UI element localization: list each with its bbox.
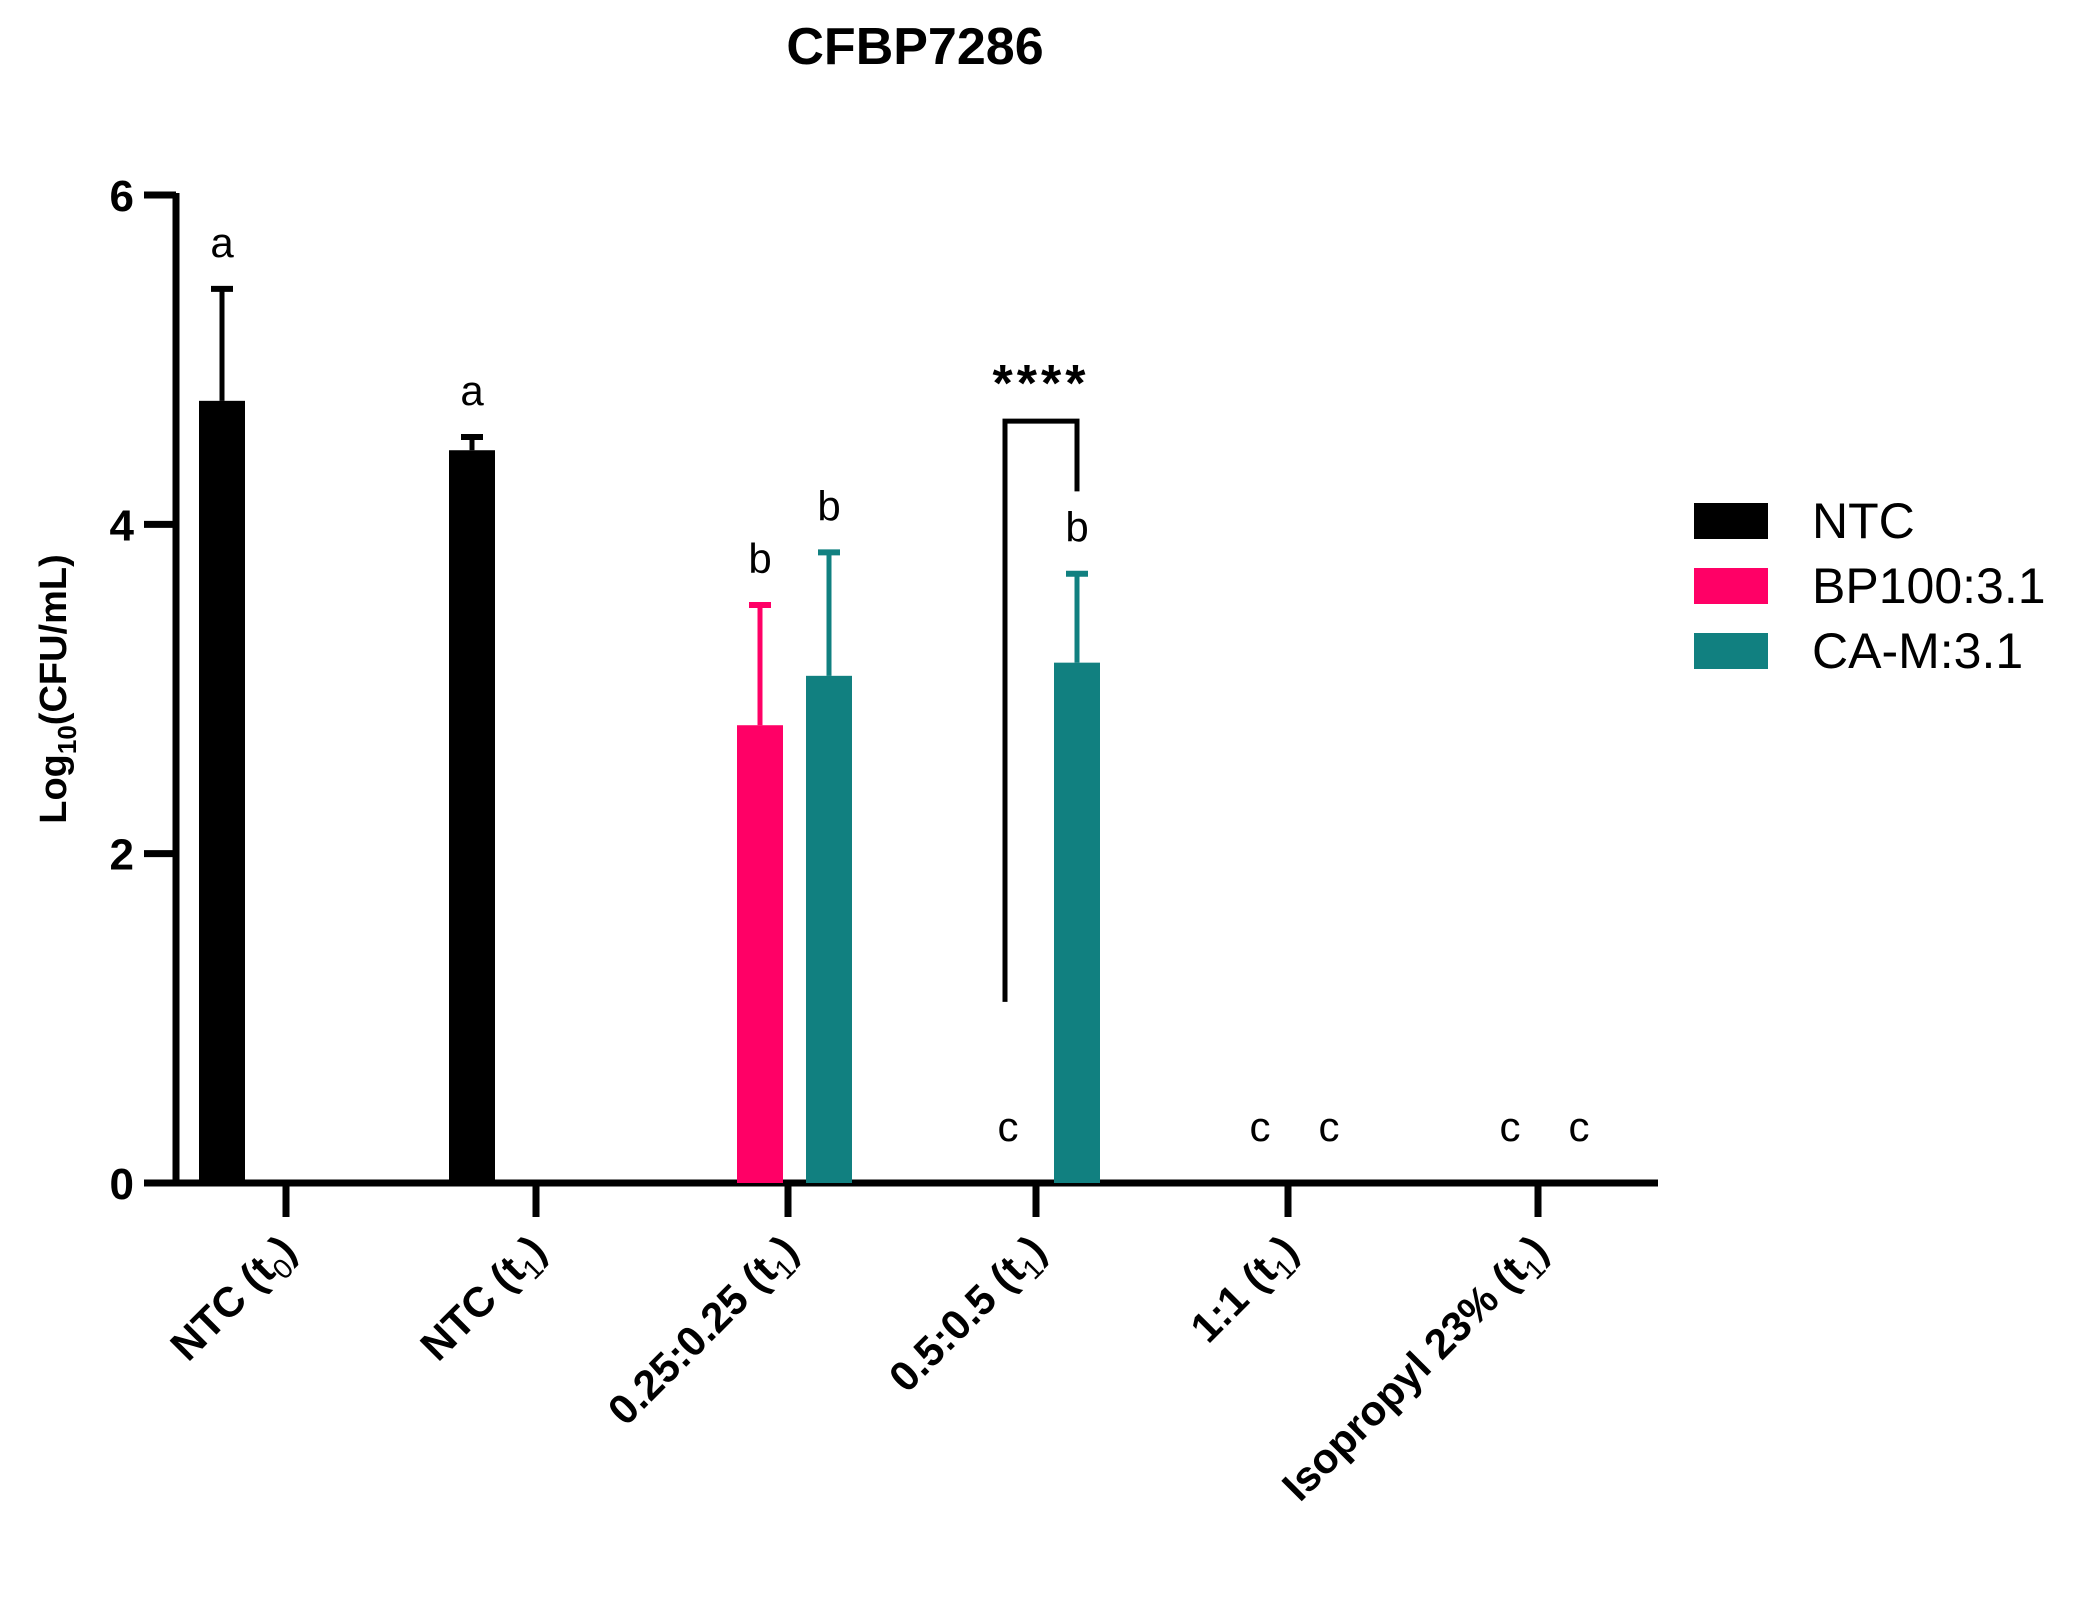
bar-ntc bbox=[449, 450, 495, 1183]
y-tick-label: 0 bbox=[110, 1160, 134, 1209]
legend-label: CA-M:3.1 bbox=[1812, 623, 2023, 679]
legend-swatch bbox=[1694, 503, 1768, 539]
significance-letter: a bbox=[210, 219, 234, 266]
x-tick-label: 0.5:0.5 (t1) bbox=[880, 1226, 1060, 1406]
significance-bracket bbox=[1002, 418, 1080, 1002]
legend-swatch bbox=[1694, 568, 1768, 604]
significance-letter: b bbox=[1065, 504, 1088, 551]
bar-ca-m-3-1 bbox=[806, 675, 852, 1183]
y-tick-label: 2 bbox=[110, 831, 134, 880]
x-tick-label: 0.25:0.25 (t1) bbox=[599, 1226, 812, 1439]
bar-bp100-3-1 bbox=[737, 725, 783, 1183]
y-tick-label: 6 bbox=[110, 172, 134, 221]
significance-letter: c bbox=[998, 1103, 1019, 1150]
significance-letter: c bbox=[1500, 1103, 1521, 1150]
x-tick-label: NTC (t0) bbox=[161, 1226, 309, 1374]
bar-ca-m-3-1 bbox=[1054, 662, 1100, 1183]
significance-letter: c bbox=[1250, 1103, 1271, 1150]
significance-letter: b bbox=[748, 535, 771, 582]
chart-title: CFBP7286 bbox=[786, 18, 1043, 76]
significance-letter: c bbox=[1319, 1103, 1340, 1150]
significance-letter: a bbox=[460, 367, 484, 414]
significance-stars: **** bbox=[993, 355, 1090, 413]
x-tick-label: NTC (t1) bbox=[411, 1226, 559, 1374]
legend-label: BP100:3.1 bbox=[1812, 558, 2046, 614]
legend: NTC BP100:3.1 CA-M:3.1 bbox=[1694, 493, 2046, 679]
legend-label: NTC bbox=[1812, 493, 1915, 549]
x-tick-label: 1:1 (t1) bbox=[1181, 1226, 1311, 1356]
significance-letter: c bbox=[1569, 1103, 1590, 1150]
significance-letter: b bbox=[817, 482, 840, 529]
x-tick-label: Isopropyl 23% (t1) bbox=[1273, 1226, 1561, 1514]
bar-ntc bbox=[199, 400, 245, 1183]
y-axis-label: Log10(CFU/mL) bbox=[33, 554, 82, 824]
legend-swatch bbox=[1694, 633, 1768, 669]
y-tick-label: 4 bbox=[110, 501, 135, 550]
plot-area: 0 2 4 6 Log10(CFU/mL) NTC (t0) NTC (t1) 0.25:0.… bbox=[33, 172, 1658, 1514]
